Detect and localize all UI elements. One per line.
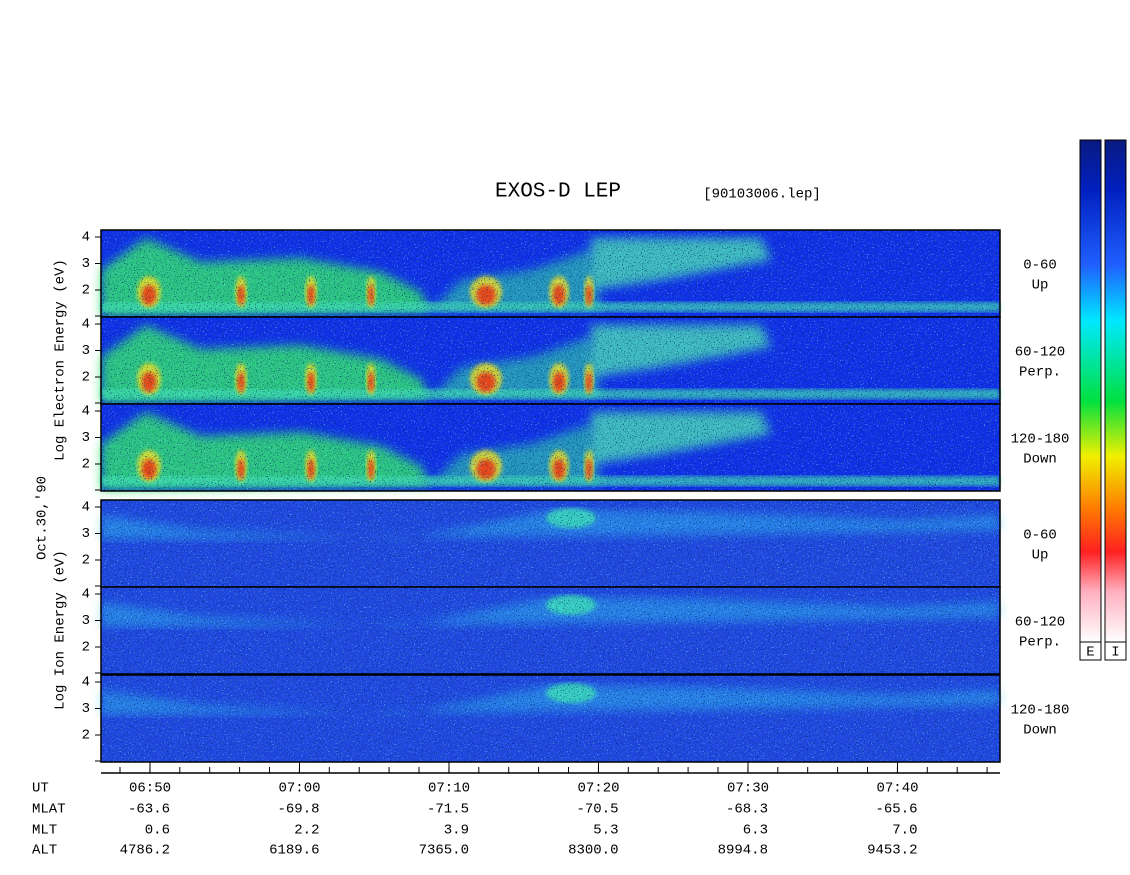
y-tick-label: 3 bbox=[82, 343, 90, 359]
orbit-value: -65.6 bbox=[875, 802, 917, 818]
pitch-label: 0-60 bbox=[1023, 258, 1057, 274]
direction-label: Perp. bbox=[1019, 635, 1061, 651]
y-tick-label: 4 bbox=[82, 404, 90, 420]
pitch-label: 60-120 bbox=[1015, 615, 1065, 631]
orbit-value: 7365.0 bbox=[419, 843, 469, 859]
orbit-value: 3.9 bbox=[444, 823, 469, 839]
pitch-label: 120-180 bbox=[1011, 703, 1070, 719]
y-tick-label: 2 bbox=[82, 370, 90, 386]
date-label: Oct.30,'90 bbox=[35, 476, 51, 560]
colorbar-box bbox=[1079, 641, 1102, 661]
orbit-value: 5.3 bbox=[593, 823, 618, 839]
orbit-value: 7.0 bbox=[892, 823, 917, 839]
y-tick-label: 2 bbox=[82, 553, 90, 569]
orbit-value: -69.8 bbox=[277, 802, 319, 818]
pitch-label: 120-180 bbox=[1011, 432, 1070, 448]
orbit-value: 2.2 bbox=[294, 823, 319, 839]
direction-label: Perp. bbox=[1019, 365, 1061, 381]
x-tick-label: 07:30 bbox=[727, 781, 769, 797]
y-tick-label: 3 bbox=[82, 430, 90, 446]
y-tick-label: 4 bbox=[82, 500, 90, 516]
spectrogram-panel bbox=[100, 674, 1001, 763]
direction-label: Up bbox=[1032, 548, 1049, 564]
noise bbox=[101, 587, 1000, 674]
y-tick-label: 4 bbox=[82, 587, 90, 603]
direction-label: Down bbox=[1023, 452, 1057, 468]
x-tick-label: 07:00 bbox=[278, 781, 320, 797]
spectrogram-panel bbox=[100, 229, 1001, 318]
y-tick-label: 2 bbox=[82, 283, 90, 299]
x-tick-label: 06:50 bbox=[129, 781, 171, 797]
noise bbox=[101, 500, 1000, 587]
orbit-value: 8994.8 bbox=[718, 843, 768, 859]
orbit-value: -68.3 bbox=[726, 802, 768, 818]
electron-axis-label: Log Electron Energy (eV) bbox=[53, 259, 69, 461]
colorbar bbox=[1079, 139, 1102, 643]
orbit-value: 9453.2 bbox=[867, 843, 917, 859]
orbit-value: -70.5 bbox=[576, 802, 618, 818]
panel-frame bbox=[100, 586, 1001, 675]
y-tick-label: 2 bbox=[82, 728, 90, 744]
y-tick-label: 4 bbox=[82, 317, 90, 333]
spectrogram-panel bbox=[100, 316, 1001, 405]
panel-frame bbox=[100, 403, 1001, 492]
spectrogram-panel bbox=[100, 499, 1001, 588]
colorbar-label: E bbox=[1086, 645, 1094, 661]
y-tick-label: 3 bbox=[82, 526, 90, 542]
title: EXOS-D LEP bbox=[495, 181, 621, 204]
noise bbox=[101, 404, 1000, 491]
x-tick-label: 07:20 bbox=[577, 781, 619, 797]
ion-axis-label: Log Ion Energy (eV) bbox=[53, 550, 69, 710]
x-tick-label: 07:10 bbox=[428, 781, 470, 797]
orbit-value: 6.3 bbox=[743, 823, 768, 839]
y-tick-label: 3 bbox=[82, 613, 90, 629]
orbit-value: 6189.6 bbox=[269, 843, 319, 859]
colorbar bbox=[1104, 139, 1127, 643]
spectrogram-panel bbox=[100, 586, 1001, 675]
orbit-value: 4786.2 bbox=[120, 843, 170, 859]
pitch-label: 0-60 bbox=[1023, 528, 1057, 544]
y-tick-label: 2 bbox=[82, 457, 90, 473]
row-name: MLT bbox=[32, 823, 57, 839]
noise bbox=[101, 675, 1000, 762]
y-tick-label: 3 bbox=[82, 256, 90, 272]
noise bbox=[101, 230, 1000, 317]
orbit-value: 8300.0 bbox=[568, 843, 618, 859]
orbit-value: 0.6 bbox=[145, 823, 170, 839]
row-name: MLAT bbox=[32, 802, 66, 818]
panel-frame bbox=[100, 674, 1001, 763]
orbit-value: -63.6 bbox=[128, 802, 170, 818]
row-name: UT bbox=[32, 781, 49, 797]
colorbar-box bbox=[1104, 641, 1127, 661]
colorbar-label: I bbox=[1111, 645, 1119, 661]
spectrogram-panel bbox=[100, 403, 1001, 492]
y-tick-label: 4 bbox=[82, 230, 90, 246]
direction-label: Down bbox=[1023, 723, 1057, 739]
direction-label: Up bbox=[1032, 278, 1049, 294]
x-tick-label: 07:40 bbox=[876, 781, 918, 797]
pitch-label: 60-120 bbox=[1015, 345, 1065, 361]
y-tick-label: 3 bbox=[82, 701, 90, 717]
row-name: ALT bbox=[32, 843, 57, 859]
noise bbox=[101, 317, 1000, 404]
y-tick-label: 4 bbox=[82, 675, 90, 691]
file-name: [90103006.lep] bbox=[703, 187, 821, 203]
orbit-value: -71.5 bbox=[427, 802, 469, 818]
y-tick-label: 2 bbox=[82, 640, 90, 656]
